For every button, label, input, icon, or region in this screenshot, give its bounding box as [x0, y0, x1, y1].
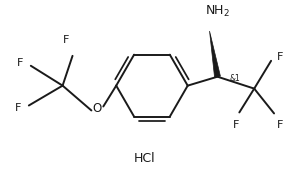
Text: F: F — [277, 120, 283, 130]
Text: O: O — [93, 102, 102, 115]
Text: &1: &1 — [229, 74, 240, 83]
Text: F: F — [15, 103, 21, 113]
Text: F: F — [233, 120, 239, 130]
Text: F: F — [277, 52, 283, 62]
Text: F: F — [62, 35, 69, 45]
Text: HCl: HCl — [134, 152, 156, 165]
Polygon shape — [210, 31, 220, 77]
Text: NH$_2$: NH$_2$ — [205, 4, 230, 19]
Text: F: F — [17, 58, 23, 68]
